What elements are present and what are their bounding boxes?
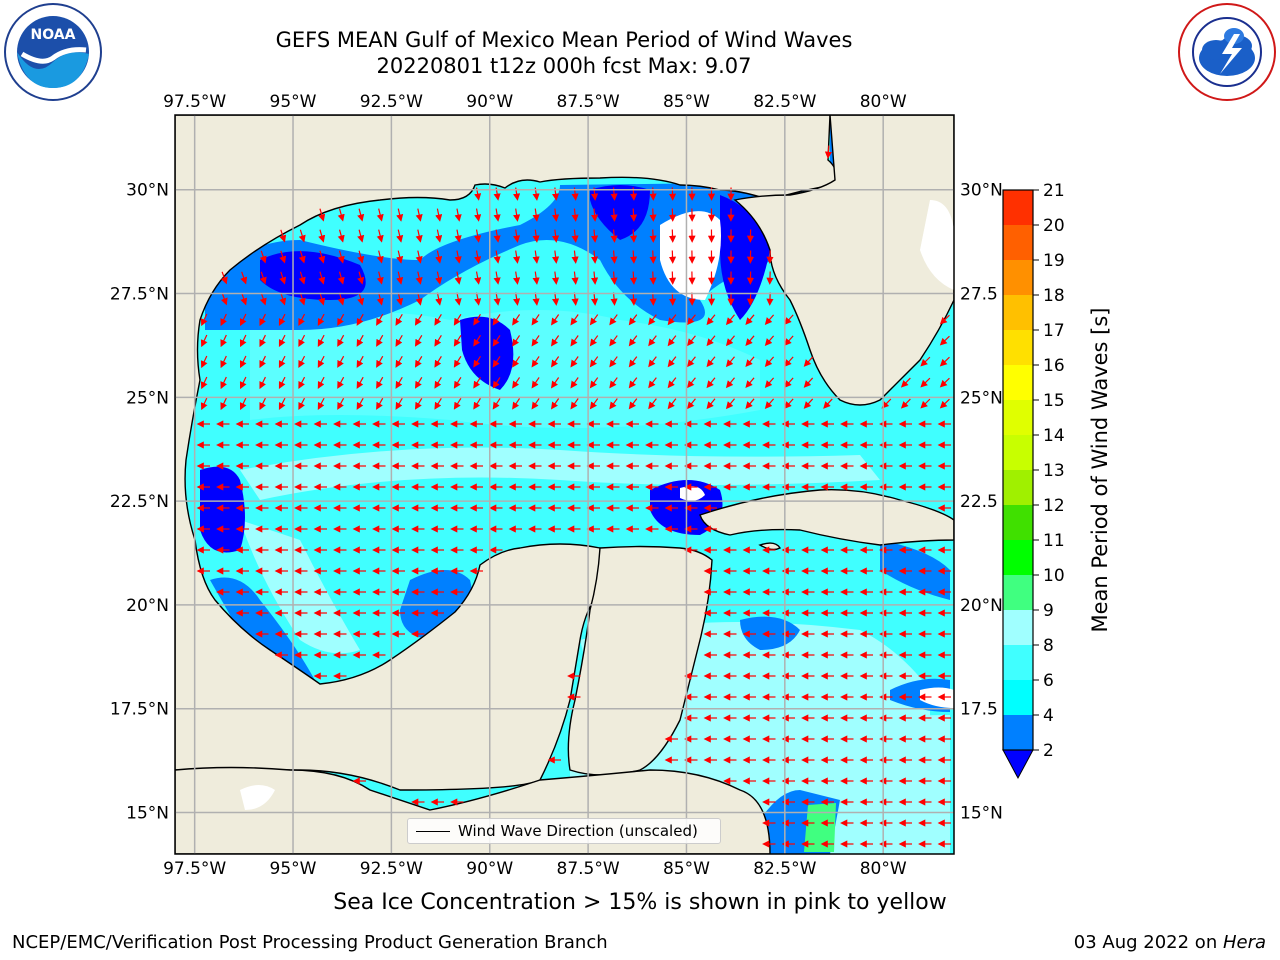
colorbar-segment — [1003, 295, 1033, 330]
legend-line-swatch — [416, 831, 450, 832]
map-frame — [174, 114, 955, 855]
lon-tick-top: 85°W — [663, 92, 710, 112]
colorbar-segment — [1003, 575, 1033, 610]
land-masses — [175, 115, 954, 854]
colorbar-segment — [1003, 400, 1033, 435]
colorbar-segment — [1003, 330, 1033, 365]
lon-tick-bottom: 80°W — [860, 859, 907, 879]
colorbar-segment — [1003, 435, 1033, 470]
lat-tick-right: 20°N — [960, 596, 1003, 616]
lon-tick-bottom: 85°W — [663, 859, 710, 879]
lat-tick-right: 27.5 — [960, 285, 998, 305]
colorbar-tick: 11 — [1043, 531, 1065, 551]
colorbar-tick: 4 — [1043, 706, 1054, 726]
lat-lon-grid — [175, 115, 954, 854]
lat-tick-left: 15°N — [126, 803, 169, 823]
footer-credit: NCEP/EMC/Verification Post Processing Pr… — [12, 932, 608, 953]
colorbar-segment — [1003, 190, 1033, 225]
noaa-logo: NOAA — [4, 3, 102, 101]
footer-date: 03 Aug 2022 on Hera — [1074, 932, 1266, 953]
colorbar-tick: 9 — [1043, 601, 1054, 621]
colorbar-tick: 18 — [1043, 286, 1065, 306]
colorbar-tick: 19 — [1043, 251, 1065, 271]
colorbar-segment — [1003, 505, 1033, 540]
lon-tick-top: 87.5°W — [557, 92, 620, 112]
lon-tick-top: 92.5°W — [360, 92, 423, 112]
lat-tick-left: 27.5°N — [110, 285, 169, 305]
lon-tick-top: 82.5°W — [753, 92, 816, 112]
colorbar-tick: 17 — [1043, 321, 1065, 341]
nws-logo — [1178, 3, 1276, 101]
colorbar-tick: 13 — [1043, 461, 1065, 481]
lat-tick-left: 22.5°N — [110, 492, 169, 512]
wind-wave-direction-arrows — [196, 145, 951, 848]
lat-tick-left: 30°N — [126, 181, 169, 201]
lat-tick-right: 30°N — [960, 181, 1003, 201]
colorbar-tick: 2 — [1043, 741, 1054, 761]
lon-tick-bottom: 95°W — [270, 859, 317, 879]
lat-tick-left: 20°N — [126, 596, 169, 616]
colorbar-tick: 20 — [1043, 216, 1065, 236]
colorbar-segment — [1003, 365, 1033, 400]
colorbar-tick: 21 — [1043, 181, 1065, 201]
lat-tick-right: 22.5 — [960, 492, 998, 512]
colorbar-tick: 14 — [1043, 426, 1065, 446]
lat-tick-right: 15°N — [960, 803, 1003, 823]
colorbar-segment — [1003, 260, 1033, 295]
lat-tick-left: 17.5°N — [110, 700, 169, 720]
colorbar-segment — [1003, 540, 1033, 575]
colorbar: 2 4 6 8 9 10 11 12 13 14 15 16 17 18 19 20 21 — [1002, 181, 1065, 780]
colorbar-tick: 15 — [1043, 391, 1065, 411]
lat-tick-right: 17.5 — [960, 700, 998, 720]
colorbar-segment — [1003, 225, 1033, 260]
footer-date-text: 03 Aug 2022 on — [1073, 932, 1223, 953]
footer-host: Hera — [1222, 932, 1266, 953]
chart-title: GEFS MEAN Gulf of Mexico Mean Period of … — [275, 28, 853, 52]
colorbar-under-extend — [1002, 749, 1034, 780]
colorbar-tick: 8 — [1043, 636, 1054, 656]
lon-tick-bottom: 87.5°W — [557, 859, 620, 879]
colorbar-tick: 6 — [1043, 671, 1054, 691]
lat-tick-right: 25°N — [960, 388, 1003, 408]
noaa-logo-text: NOAA — [31, 27, 76, 43]
map-legend: Wind Wave Direction (unscaled) — [407, 818, 721, 844]
lon-tick-top: 95°W — [270, 92, 317, 112]
period-9-10-zone — [804, 803, 836, 852]
legend-label: Wind Wave Direction (unscaled) — [458, 822, 698, 840]
colorbar-title: Mean Period of Wind Waves [s] — [1088, 307, 1112, 633]
colorbar-segment — [1003, 645, 1033, 680]
colorbar-tick: 12 — [1043, 496, 1065, 516]
lon-tick-bottom: 90°W — [466, 859, 513, 879]
lon-tick-bottom: 97.5°W — [163, 859, 226, 879]
colorbar-segment — [1003, 680, 1033, 715]
colorbar-segment — [1003, 610, 1033, 645]
lon-tick-top: 90°W — [466, 92, 513, 112]
colorbar-tick: 16 — [1043, 356, 1065, 376]
colorbar-segment — [1003, 470, 1033, 505]
lat-tick-left: 25°N — [126, 388, 169, 408]
lon-tick-bottom: 92.5°W — [360, 859, 423, 879]
chart-subtitle: 20220801 t12z 000h fcst Max: 9.07 — [376, 54, 752, 78]
lon-tick-top: 97.5°W — [163, 92, 226, 112]
lon-tick-top: 80°W — [860, 92, 907, 112]
lon-tick-bottom: 82.5°W — [753, 859, 816, 879]
colorbar-segment — [1003, 715, 1033, 750]
colorbar-tick: 10 — [1043, 566, 1065, 586]
sea-ice-note: Sea Ice Concentration > 15% is shown in … — [333, 890, 947, 915]
